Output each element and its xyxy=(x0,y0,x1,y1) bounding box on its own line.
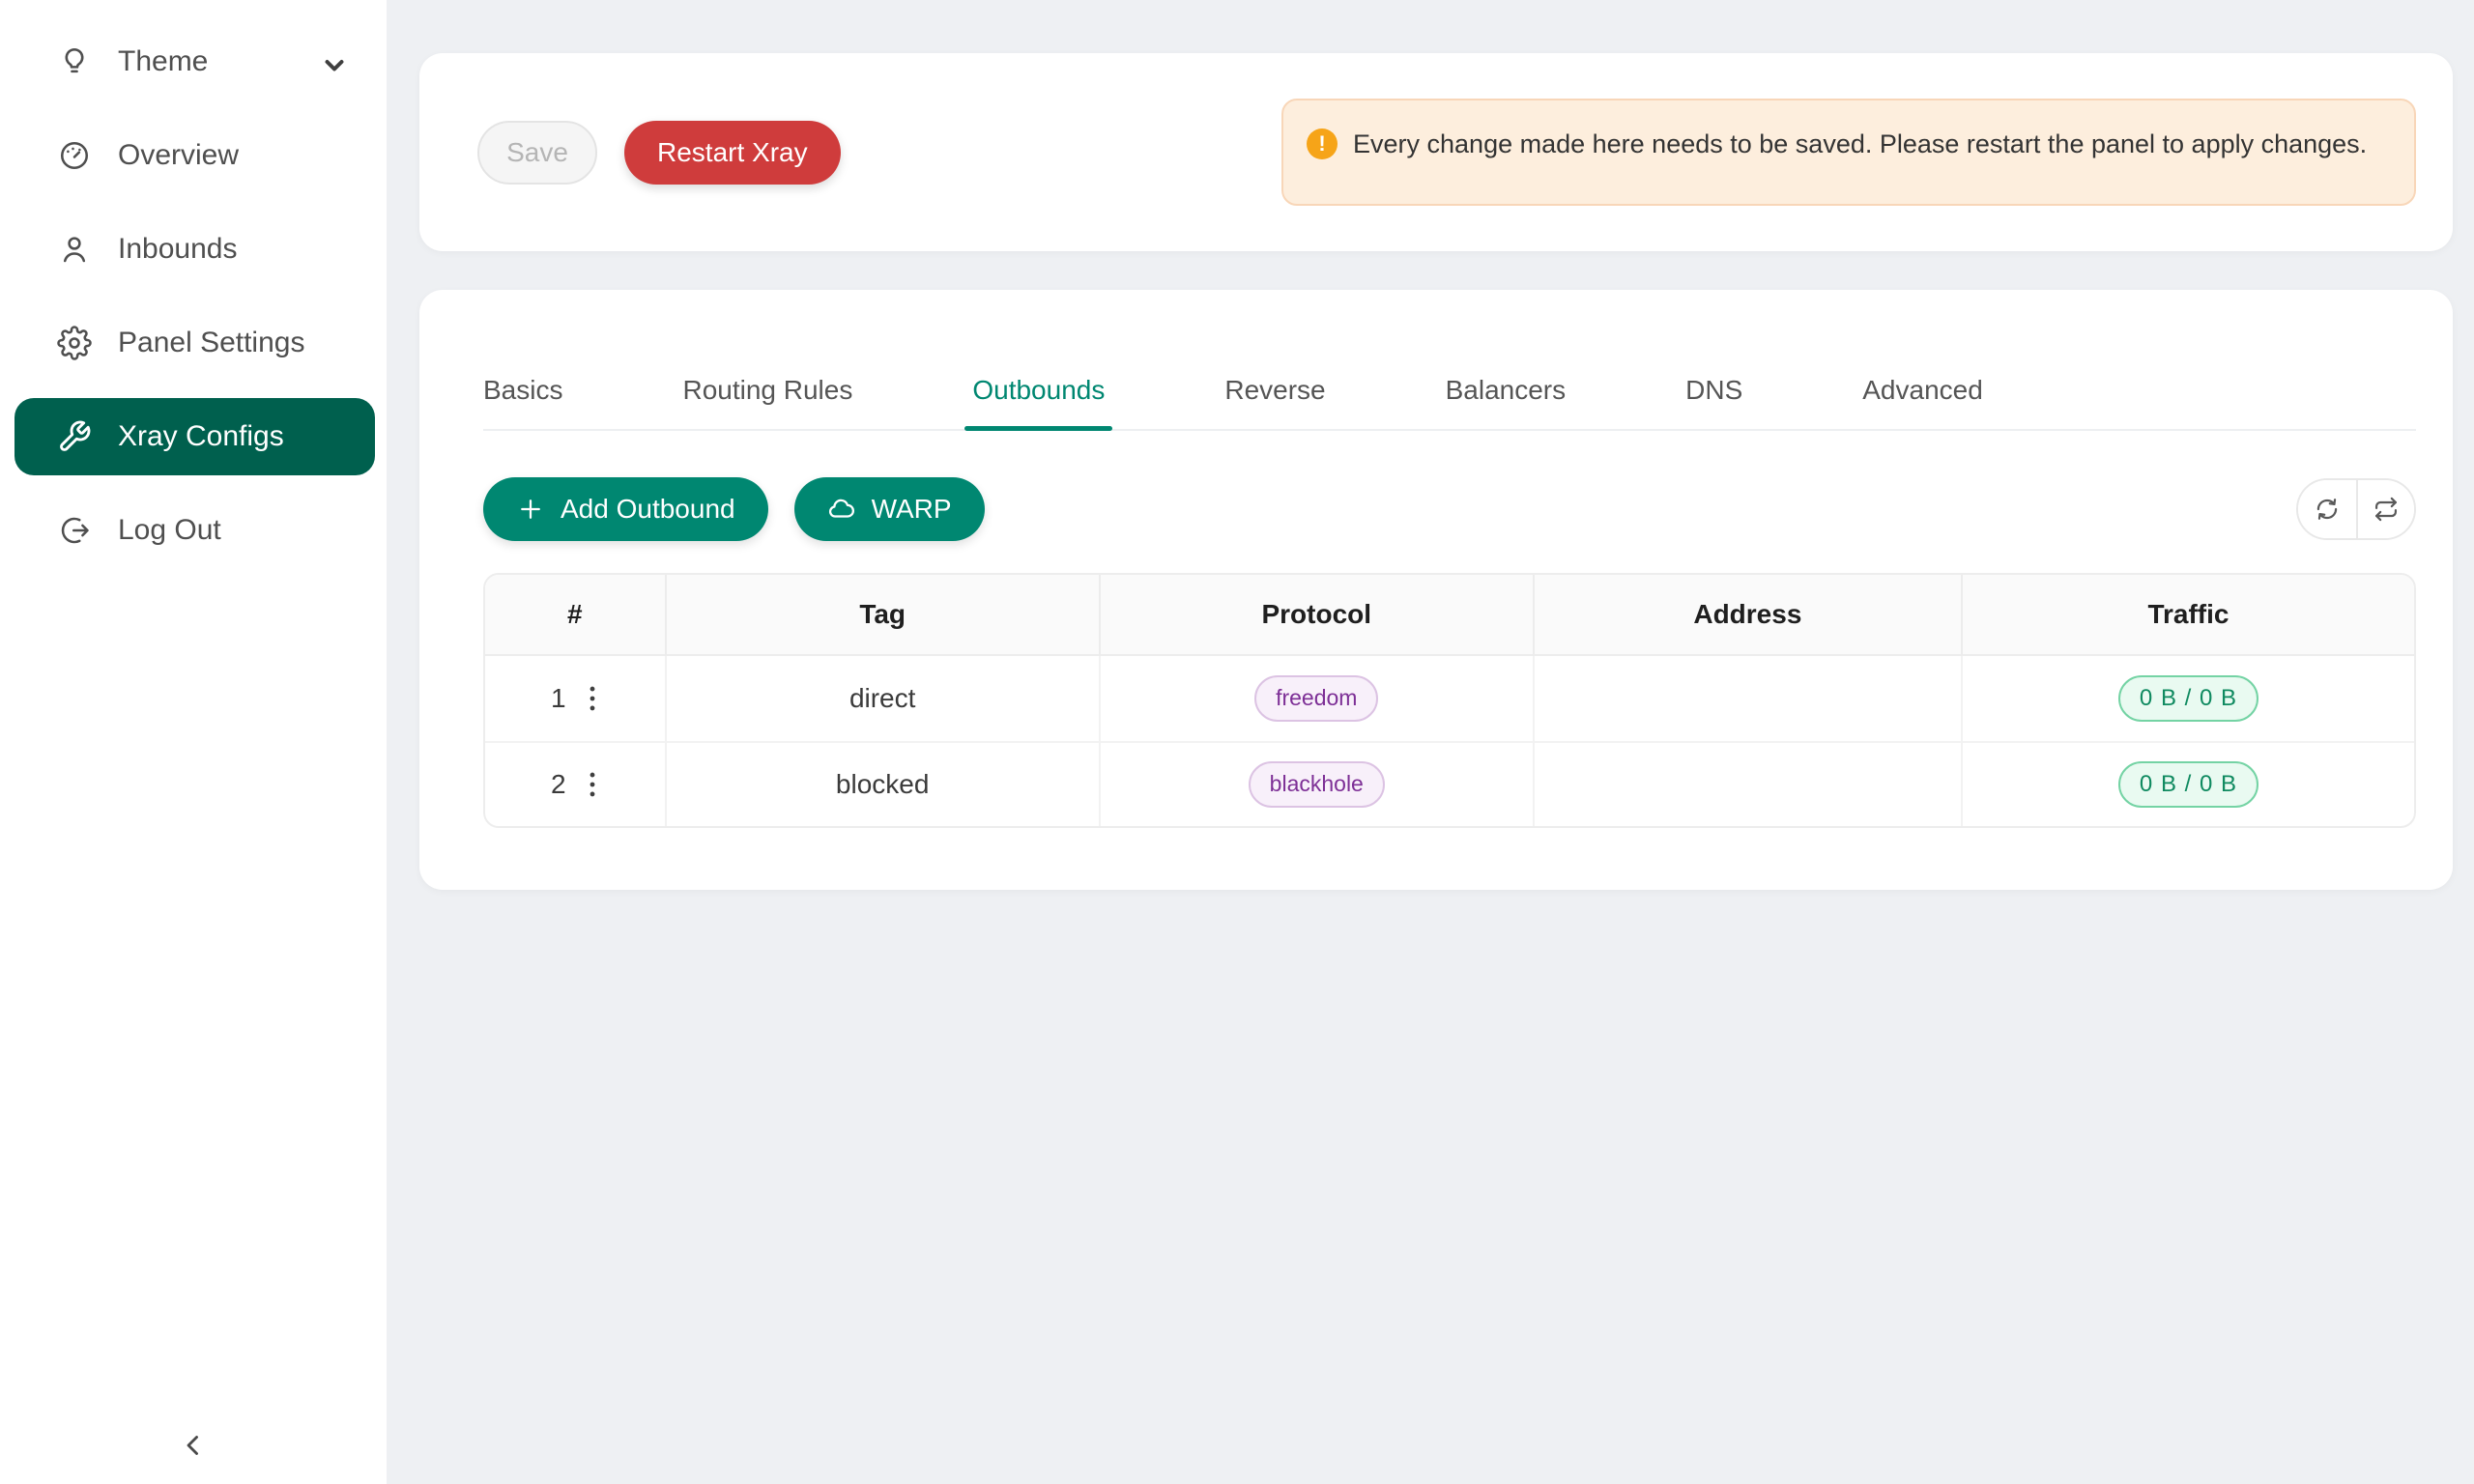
plus-icon xyxy=(516,495,545,524)
warp-button[interactable]: WARP xyxy=(793,477,985,541)
logout-icon xyxy=(57,513,92,548)
tab-reverse[interactable]: Reverse xyxy=(1224,375,1326,405)
table-row: 1 direct freedom 0 B / 0 B xyxy=(485,656,2414,741)
table-row: 2 blocked blackhole 0 B / 0 B xyxy=(485,741,2414,826)
chevron-down-icon xyxy=(317,47,346,76)
column-header-traffic: Traffic xyxy=(1960,575,2414,656)
user-icon xyxy=(57,232,92,267)
table-header-row: # Tag Protocol Address Traffic xyxy=(485,575,2414,656)
sidebar-collapse-button[interactable] xyxy=(170,1422,216,1469)
sidebar-item-overview[interactable]: Overview xyxy=(14,117,375,194)
column-header-protocol: Protocol xyxy=(1098,575,1533,656)
sidebar-item-xray-configs[interactable]: Xray Configs xyxy=(14,398,375,475)
column-header-index: # xyxy=(485,575,665,656)
wrench-icon xyxy=(57,419,92,454)
outbounds-table: # Tag Protocol Address Traffic 1 xyxy=(483,573,2416,828)
cloud-icon xyxy=(827,495,856,524)
sidebar-item-label: Overview xyxy=(118,139,240,171)
sidebar: Theme Overview Inbounds xyxy=(0,0,387,1484)
chevron-left-icon xyxy=(177,1429,210,1462)
main-content: Save Restart Xray ! Every change made he… xyxy=(387,0,2474,890)
table-tools-group xyxy=(2296,478,2416,540)
sidebar-item-label: Log Out xyxy=(118,514,221,546)
refresh-button[interactable] xyxy=(2298,480,2356,538)
row-number: 1 xyxy=(551,683,566,713)
sidebar-item-label: Inbounds xyxy=(118,233,238,265)
row-menu-kebab-icon[interactable] xyxy=(586,682,599,715)
traffic-badge: 0 B / 0 B xyxy=(2117,674,2258,723)
gear-icon xyxy=(57,326,92,360)
protocol-badge: freedom xyxy=(1254,675,1379,722)
address-cell xyxy=(1532,741,1961,826)
tag-cell: blocked xyxy=(664,741,1099,826)
sidebar-item-log-out[interactable]: Log Out xyxy=(14,492,375,569)
protocol-badge: blackhole xyxy=(1248,761,1385,808)
tab-balancers[interactable]: Balancers xyxy=(1445,375,1567,405)
xray-configs-card: Basics Routing Rules Outbounds Reverse B… xyxy=(419,290,2453,890)
add-outbound-label: Add Outbound xyxy=(561,494,735,524)
row-menu-kebab-icon[interactable] xyxy=(586,768,599,801)
warning-icon: ! xyxy=(1307,128,1338,159)
column-header-address: Address xyxy=(1532,575,1961,656)
address-cell xyxy=(1532,656,1961,741)
tab-outbounds[interactable]: Outbounds xyxy=(964,375,1113,431)
dashboard-icon xyxy=(57,138,92,173)
warning-alert: ! Every change made here needs to be sav… xyxy=(1281,99,2416,206)
save-restart-card: Save Restart Xray ! Every change made he… xyxy=(419,53,2453,251)
tab-basics[interactable]: Basics xyxy=(483,375,563,405)
refresh-icon xyxy=(2314,496,2341,523)
reset-traffic-button[interactable] xyxy=(2356,480,2414,538)
tab-advanced[interactable]: Advanced xyxy=(1862,375,1983,405)
traffic-badge: 0 B / 0 B xyxy=(2117,760,2258,809)
warp-label: WARP xyxy=(871,494,952,524)
sidebar-item-label: Panel Settings xyxy=(118,327,305,358)
restart-xray-button[interactable]: Restart Xray xyxy=(624,120,841,185)
tab-routing-rules[interactable]: Routing Rules xyxy=(682,375,853,405)
column-header-tag: Tag xyxy=(664,575,1099,656)
config-tabs: Basics Routing Rules Outbounds Reverse B… xyxy=(483,375,2416,431)
sidebar-item-inbounds[interactable]: Inbounds xyxy=(14,211,375,288)
repeat-icon xyxy=(2373,496,2400,523)
sidebar-item-label: Xray Configs xyxy=(118,420,284,452)
lightbulb-icon xyxy=(57,44,92,79)
sidebar-item-theme[interactable]: Theme xyxy=(14,23,375,100)
sidebar-item-panel-settings[interactable]: Panel Settings xyxy=(14,304,375,382)
alert-message: Every change made here needs to be saved… xyxy=(1353,129,2368,158)
save-button[interactable]: Save xyxy=(477,120,597,185)
outbounds-actions-row: Add Outbound WARP xyxy=(483,477,2416,541)
add-outbound-button[interactable]: Add Outbound xyxy=(483,477,768,541)
tab-dns[interactable]: DNS xyxy=(1685,375,1743,405)
sidebar-item-label: Theme xyxy=(118,45,209,77)
row-number: 2 xyxy=(551,769,566,799)
tag-cell: direct xyxy=(664,656,1099,741)
